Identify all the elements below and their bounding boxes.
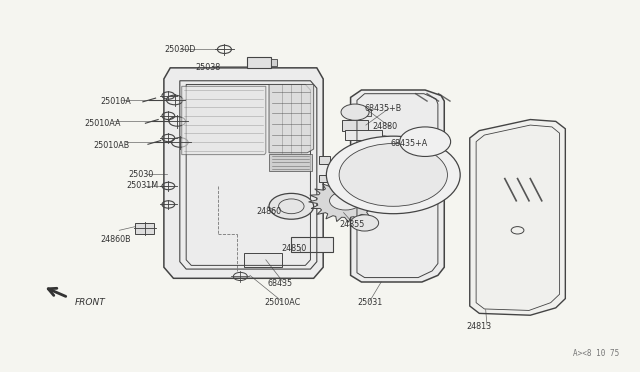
Text: 68435: 68435 bbox=[268, 279, 293, 288]
Text: 25010AB: 25010AB bbox=[94, 141, 130, 150]
Text: 68435+A: 68435+A bbox=[390, 139, 428, 148]
Bar bbox=[246, 57, 271, 68]
Text: 24860: 24860 bbox=[256, 207, 282, 217]
Text: 24860B: 24860B bbox=[100, 235, 131, 244]
Text: FRONT: FRONT bbox=[75, 298, 106, 307]
Text: A><8 10 75: A><8 10 75 bbox=[573, 349, 620, 358]
Text: 68435+B: 68435+B bbox=[365, 104, 402, 113]
Bar bbox=[244, 253, 282, 267]
Text: 25030: 25030 bbox=[129, 170, 154, 179]
Polygon shape bbox=[351, 90, 444, 282]
Bar bbox=[346, 129, 383, 140]
Polygon shape bbox=[269, 84, 314, 153]
Circle shape bbox=[326, 136, 460, 214]
Circle shape bbox=[341, 104, 369, 120]
Text: 24813: 24813 bbox=[467, 322, 492, 331]
Circle shape bbox=[339, 144, 447, 206]
Text: 25031: 25031 bbox=[357, 298, 382, 307]
Polygon shape bbox=[319, 157, 330, 164]
Text: 25030D: 25030D bbox=[164, 45, 195, 54]
Circle shape bbox=[351, 215, 379, 231]
Text: 24880: 24880 bbox=[372, 122, 397, 131]
Circle shape bbox=[269, 193, 314, 219]
Bar bbox=[349, 109, 371, 116]
Bar bbox=[135, 223, 154, 234]
Text: 25010AC: 25010AC bbox=[264, 298, 301, 307]
Circle shape bbox=[330, 192, 362, 210]
Text: 25010A: 25010A bbox=[100, 97, 131, 106]
Text: 24855: 24855 bbox=[339, 220, 365, 229]
Bar bbox=[291, 237, 333, 253]
Polygon shape bbox=[269, 154, 312, 171]
Text: 25038: 25038 bbox=[196, 63, 221, 72]
Polygon shape bbox=[470, 119, 565, 315]
Bar bbox=[271, 59, 277, 65]
Polygon shape bbox=[319, 175, 330, 182]
Polygon shape bbox=[164, 68, 330, 278]
Polygon shape bbox=[182, 86, 266, 155]
Bar bbox=[342, 120, 368, 131]
Circle shape bbox=[399, 127, 451, 157]
Polygon shape bbox=[308, 179, 383, 222]
Text: 24850: 24850 bbox=[282, 244, 307, 253]
Text: 25031M: 25031M bbox=[126, 182, 159, 190]
Text: 25010AA: 25010AA bbox=[84, 119, 121, 128]
